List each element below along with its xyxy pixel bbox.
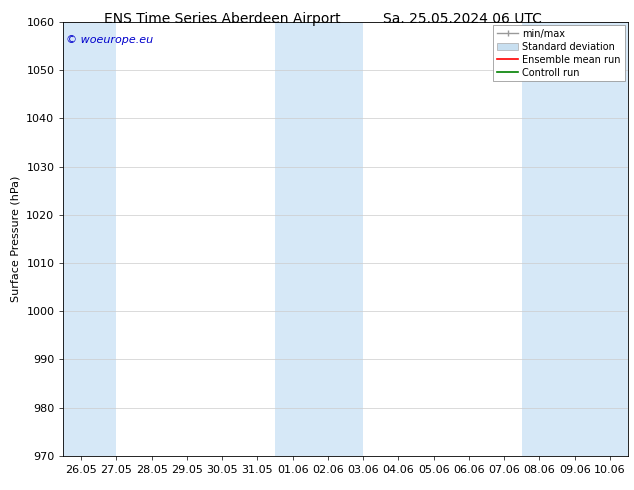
Y-axis label: Surface Pressure (hPa): Surface Pressure (hPa) xyxy=(11,176,21,302)
Bar xyxy=(522,22,628,456)
Bar xyxy=(275,22,363,456)
Text: Sa. 25.05.2024 06 UTC: Sa. 25.05.2024 06 UTC xyxy=(384,12,542,26)
Legend: min/max, Standard deviation, Ensemble mean run, Controll run: min/max, Standard deviation, Ensemble me… xyxy=(493,25,624,81)
Text: © woeurope.eu: © woeurope.eu xyxy=(66,35,153,45)
Bar xyxy=(63,22,116,456)
Text: ENS Time Series Aberdeen Airport: ENS Time Series Aberdeen Airport xyxy=(103,12,340,26)
